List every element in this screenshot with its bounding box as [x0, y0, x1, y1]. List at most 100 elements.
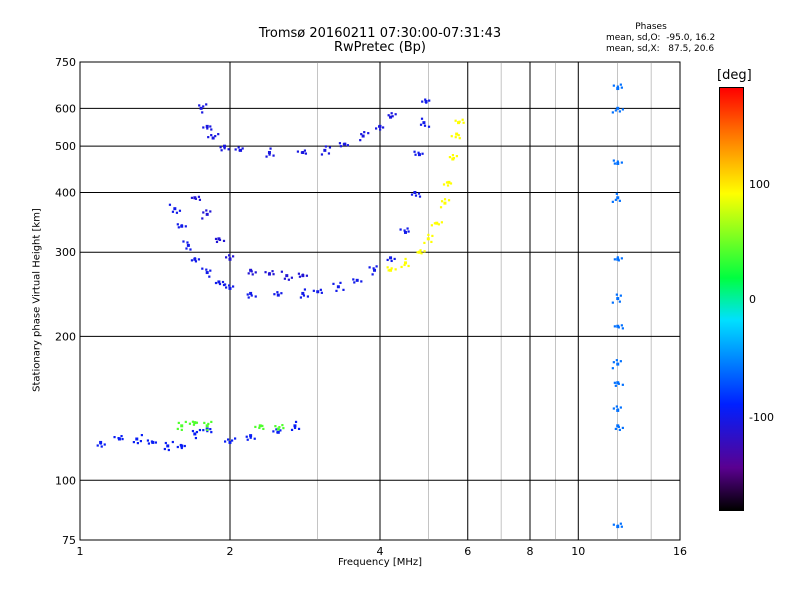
data-point — [612, 361, 615, 364]
data-point — [184, 225, 187, 228]
data-point — [304, 152, 308, 155]
data-point — [117, 436, 120, 440]
data-point — [457, 134, 460, 137]
data-point — [210, 431, 213, 434]
chart-title: Tromsø 20160211 07:30:00-07:31:43 — [258, 26, 502, 41]
data-point — [612, 523, 615, 526]
data-point — [166, 444, 170, 448]
data-point — [214, 237, 218, 241]
data-point — [461, 118, 464, 121]
data-point — [276, 427, 280, 431]
data-point — [416, 251, 419, 254]
data-point — [611, 301, 614, 304]
data-point — [209, 428, 212, 431]
data-point — [617, 259, 620, 262]
data-point — [287, 278, 290, 281]
data-point — [224, 283, 227, 286]
data-point — [621, 426, 624, 430]
data-point — [303, 288, 307, 291]
data-point — [234, 437, 237, 440]
data-point — [390, 267, 393, 270]
data-point — [251, 273, 254, 276]
data-point — [290, 276, 293, 279]
data-point — [615, 359, 618, 362]
data-point — [323, 148, 327, 152]
data-point — [207, 136, 210, 139]
data-point — [301, 273, 305, 276]
data-point — [435, 221, 439, 225]
phase-colorbar — [719, 87, 744, 511]
data-point — [618, 199, 621, 202]
data-point — [458, 137, 461, 140]
y-tick-label: 75 — [62, 534, 76, 547]
data-point — [427, 125, 431, 128]
data-point — [188, 422, 192, 425]
data-point — [437, 223, 440, 226]
y-tick-label: 200 — [55, 330, 76, 343]
data-point — [382, 126, 385, 129]
data-point — [247, 296, 250, 299]
data-point — [146, 439, 150, 442]
data-point — [206, 428, 209, 432]
data-point — [225, 256, 228, 259]
data-point — [616, 256, 619, 259]
data-point — [293, 426, 297, 430]
data-point — [447, 180, 451, 184]
data-point — [194, 260, 198, 263]
data-point — [210, 134, 213, 137]
data-point — [217, 133, 220, 136]
data-point — [167, 448, 170, 452]
data-point — [452, 157, 456, 160]
data-point — [614, 109, 617, 112]
data-point — [201, 267, 204, 270]
data-point — [430, 224, 433, 227]
data-point — [258, 426, 261, 430]
data-point — [140, 433, 143, 437]
data-point — [99, 442, 102, 445]
data-point — [423, 250, 426, 253]
data-point — [618, 428, 621, 432]
data-point — [202, 105, 205, 108]
data-point — [272, 154, 275, 157]
data-point — [391, 115, 394, 118]
data-point — [222, 239, 226, 243]
data-point — [120, 434, 123, 438]
data-point — [403, 263, 406, 267]
data-point — [205, 124, 209, 128]
data-point — [399, 228, 402, 231]
x-tick-label: 10 — [571, 545, 585, 558]
data-point — [222, 283, 226, 287]
data-point — [612, 84, 615, 87]
data-point — [258, 424, 262, 428]
data-point — [423, 241, 426, 245]
data-point — [451, 154, 455, 157]
data-point — [175, 211, 179, 214]
x-tick-label: 1 — [77, 545, 84, 558]
data-point — [202, 429, 205, 432]
chart-subtitle: RwPretec (Bp) — [333, 40, 427, 55]
data-point — [613, 162, 616, 165]
data-point — [135, 437, 139, 441]
data-point — [224, 440, 227, 443]
data-point — [393, 257, 396, 261]
data-point — [197, 195, 201, 198]
data-point — [407, 230, 410, 233]
data-point — [147, 442, 151, 445]
data-point — [261, 424, 264, 428]
data-point — [180, 224, 183, 227]
data-point — [327, 152, 331, 155]
data-point — [254, 295, 257, 298]
data-point — [168, 203, 172, 206]
data-point — [297, 272, 301, 275]
data-point — [616, 524, 619, 527]
data-point — [417, 192, 421, 195]
phases-x-stats: mean, sd,X: 87.5, 20.6 — [606, 44, 715, 54]
data-point — [205, 268, 208, 271]
data-point — [617, 425, 620, 429]
data-point — [619, 83, 622, 86]
data-point — [228, 440, 232, 444]
data-point — [614, 198, 617, 201]
data-point — [443, 198, 447, 201]
data-point — [163, 447, 166, 451]
data-point — [279, 429, 282, 432]
